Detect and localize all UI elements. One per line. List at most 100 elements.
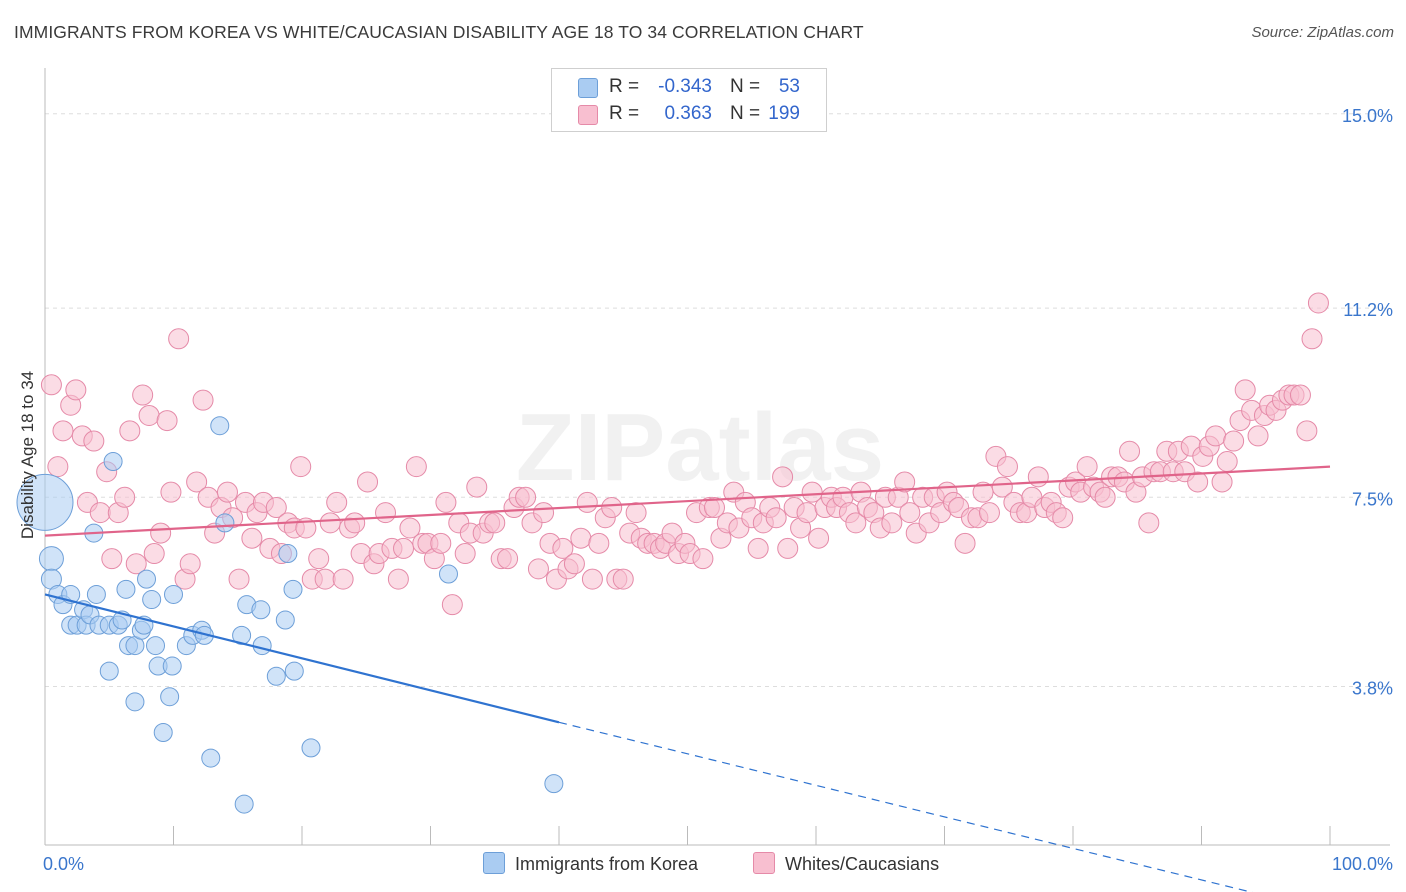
whites-data-point [186,471,208,493]
korea-data-point [153,723,173,743]
whites-data-point [570,527,592,549]
whites-data-point [612,568,634,590]
x-tick-label: 0.0% [43,854,84,874]
korea-data-point [301,738,321,758]
whites-data-point [156,410,178,432]
whites-data-point [357,471,379,493]
legend-row-whites: R = 0.363 N = 199 [552,101,826,127]
whites-data-point [552,537,574,559]
y-axis-label: Disability Age 18 to 34 [18,371,37,539]
bottom-legend-korea: Immigrants from Korea [483,852,698,875]
whites-data-point [703,497,725,519]
korea-data-point [38,546,64,572]
whites-data-point [894,471,916,493]
whites-data-point [143,543,165,565]
whites-data-point [101,548,123,570]
whites-data-point [576,491,598,513]
korea-trend-line [44,593,560,724]
korea-data-point [215,513,235,533]
legend-r-value: -0.343 [658,76,712,97]
watermark: ZIPatlas [516,394,884,501]
whites-data-point [515,486,537,508]
whites-data-point [777,537,799,559]
whites-data-point [796,502,818,524]
korea-trend-extension [558,721,1254,892]
korea-data-point [283,579,303,599]
korea-data-point [137,569,157,589]
whites-data-point [228,568,250,590]
korea-data-point [201,748,221,768]
whites-data-point [1216,451,1238,472]
whites-data-point [527,558,549,580]
korea-data-point [116,579,136,599]
korea-data-point [278,544,298,564]
whites-data-point [241,527,263,549]
korea-data-point [266,666,286,686]
whites-data-point [484,512,506,534]
whites-data-point [954,532,976,554]
legend-n-label: N = [730,76,761,97]
whites-data-point [1052,507,1074,529]
korea-data-point [142,590,162,610]
whites-data-point [65,379,87,401]
whites-data-point [899,502,921,524]
legend-n-label: N = [730,103,761,124]
bottom-legend-whites: Whites/Caucasians [753,852,939,875]
korea-data-point [16,473,74,531]
whites-data-point [125,553,147,575]
whites-data-point [1223,430,1245,452]
whites-data-point [454,543,476,565]
whites-data-point [497,548,519,570]
whites-data-point [1187,471,1209,493]
whites-data-point [375,502,397,524]
whites-data-point [1205,425,1227,447]
korea-data-point [251,600,271,620]
legend-n-value: 53 [778,76,800,97]
whites-data-point [314,568,336,590]
axes [44,68,1390,846]
bottom-legend-label-whites: Whites/Caucasians [785,854,940,874]
whites-data-point [1247,425,1269,447]
whites-data-point [52,420,74,442]
whites-data-point [399,517,421,539]
korea-data-point [162,656,182,676]
whites-data-point [138,404,160,426]
whites-data-point [772,466,794,488]
chart-source: Source: ZipAtlas.com [1251,24,1394,41]
whites-data-point [588,532,610,554]
y-tick-label: 3.8% [1352,678,1393,698]
korea-data-point [164,584,183,604]
whites-data-point [160,481,182,503]
whites-data-point [747,537,769,559]
whites-data-point [765,507,787,529]
whites-data-point [40,374,62,396]
whites-data-point [132,384,154,406]
korea-data-point [146,636,166,656]
whites-data-point [601,497,623,519]
whites-data-point [1301,328,1323,350]
whites-data-point [991,476,1013,498]
legend-swatch-korea [578,78,598,98]
whites-data-point [978,502,1000,524]
whites-data-point [1094,486,1116,508]
whites-data-point [1296,420,1318,442]
whites-data-point [441,594,463,616]
whites-data-point [1119,440,1141,462]
bottom-legend-swatch-whites [753,852,775,874]
whites-data-point [1138,512,1160,534]
whites-data-point [387,568,409,590]
whites-data-point [168,328,190,350]
whites-data-point [972,481,994,503]
whites-data-point [308,548,330,570]
whites-data-point [692,548,714,570]
korea-data-point [103,452,123,471]
whites-data-point [216,481,238,503]
whites-data-point [83,430,105,452]
whites-data-point [808,527,830,549]
whites-data-point [881,512,903,534]
korea-data-point [160,687,180,707]
whites-data-point [89,502,111,524]
korea-data-point [252,636,272,656]
whites-data-point [326,491,348,513]
